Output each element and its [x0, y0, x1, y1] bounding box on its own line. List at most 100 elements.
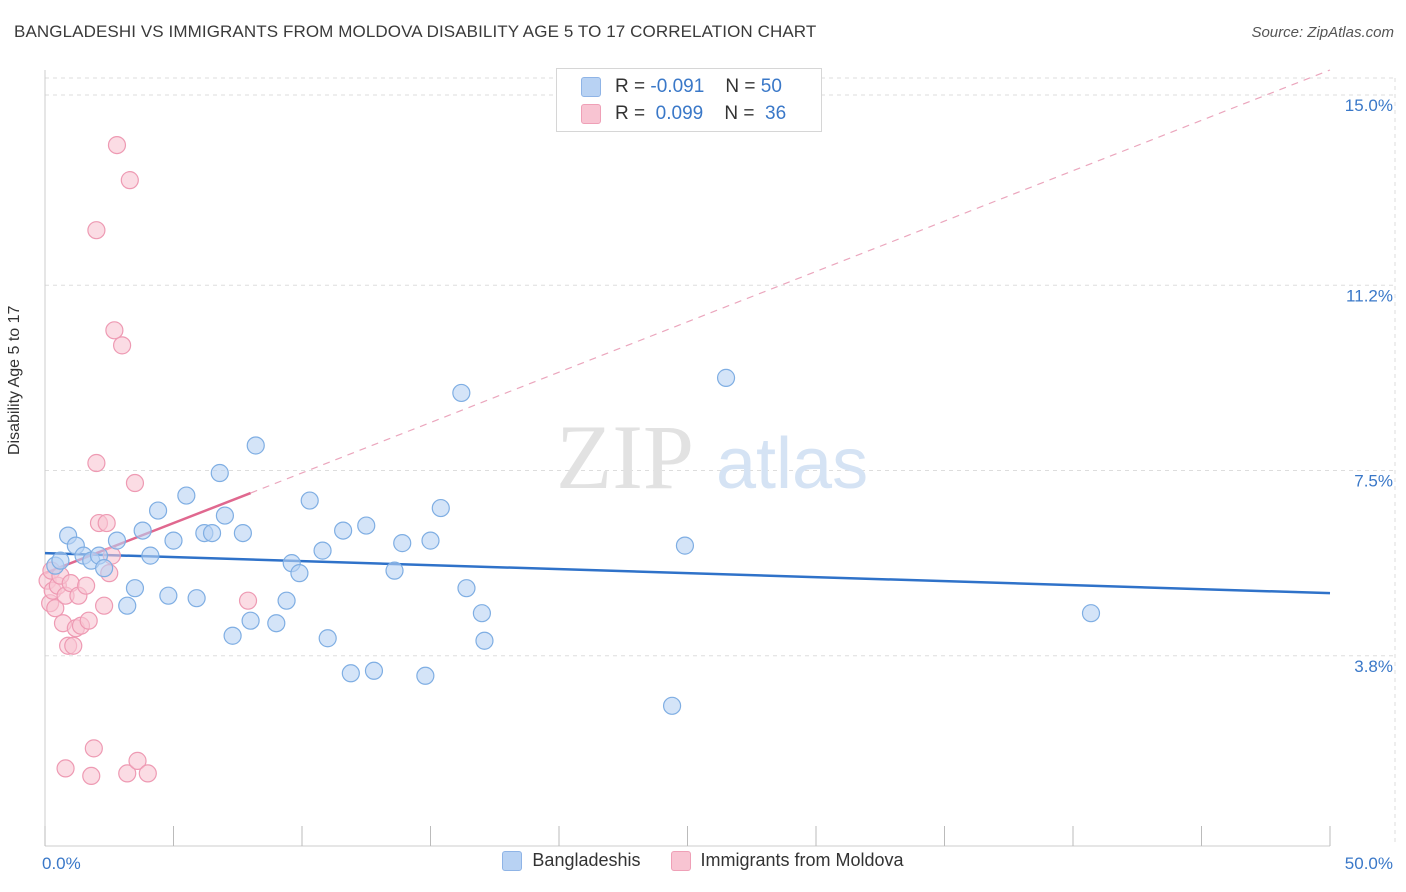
point-moldova [87, 221, 106, 240]
point-moldova [125, 473, 145, 493]
stats-text-bangladeshis: R = -0.091 N = 50 [615, 76, 782, 98]
watermark-zip: ZIP [556, 406, 694, 508]
x-tick-label-min: 0.0% [42, 854, 81, 873]
y-tick-label: 7.5% [1354, 472, 1393, 491]
point-bangladeshi [313, 541, 332, 560]
point-bangladeshi [233, 523, 252, 543]
tick-labels: 3.8% 7.5% 11.2% 15.0% 0.0% 50.0% [42, 96, 1393, 873]
trend-lines [44, 69, 1331, 595]
n-value: 36 [765, 103, 787, 124]
point-moldova [46, 599, 65, 618]
trend-line-bangladeshis [44, 551, 1331, 595]
r-label: R = [615, 76, 646, 97]
legend-label-bangladeshis: Bangladeshis [532, 850, 641, 870]
stats-swatch-pink [581, 104, 601, 124]
legend-label-moldova: Immigrants from Moldova [700, 850, 904, 870]
point-moldova [105, 321, 124, 340]
legend-swatch-pink [670, 850, 691, 871]
y-tick-label: 15.0% [1345, 96, 1393, 115]
point-moldova [138, 764, 157, 783]
r-value: 0.099 [655, 103, 704, 124]
point-bangladeshi [223, 626, 242, 645]
stats-text-moldova: R = 0.099 N = 36 [615, 103, 786, 125]
legend-item-bangladeshis[interactable]: Bangladeshis [502, 850, 641, 871]
point-moldova [79, 611, 98, 630]
point-bangladeshi [107, 531, 127, 550]
point-moldova [112, 336, 132, 355]
point-bangladeshi [125, 579, 145, 598]
point-bangladeshi [662, 696, 682, 715]
legend-swatch-blue [502, 850, 523, 871]
point-bangladeshi [187, 589, 206, 608]
point-moldova [128, 751, 147, 770]
point-bangladeshi [475, 631, 494, 650]
point-moldova [120, 171, 139, 190]
point-moldova [97, 513, 116, 533]
series-legend: Bangladeshis Immigrants from Moldova [0, 850, 1406, 871]
point-bangladeshi [421, 531, 440, 550]
r-label: R = [615, 103, 646, 124]
point-bangladeshi [364, 661, 384, 680]
point-moldova [84, 739, 103, 758]
point-bangladeshi [215, 506, 234, 525]
point-moldova [82, 766, 101, 786]
point-bangladeshi [51, 551, 70, 570]
watermark: ZIP atlas [556, 406, 868, 508]
n-label: N = [725, 76, 756, 97]
point-bangladeshi [267, 614, 286, 633]
point-bangladeshi [133, 521, 152, 540]
point-bangladeshi [290, 564, 309, 583]
point-bangladeshi [164, 531, 183, 550]
point-moldova [118, 764, 137, 783]
legend-item-moldova[interactable]: Immigrants from Moldova [670, 850, 904, 871]
point-bangladeshi [334, 521, 353, 540]
point-moldova [77, 576, 96, 595]
y-tick-label: 3.8% [1354, 657, 1393, 676]
point-bangladeshi [472, 604, 491, 623]
x-tick-label-max: 50.0% [1345, 854, 1393, 873]
point-moldova [107, 135, 127, 155]
point-bangladeshi [393, 534, 412, 553]
point-bangladeshi [1081, 604, 1101, 623]
data-points [38, 135, 1101, 786]
point-bangladeshi [357, 516, 376, 535]
watermark-atlas: atlas [716, 424, 868, 504]
point-bangladeshi [431, 498, 450, 518]
point-bangladeshi [277, 591, 296, 610]
point-bangladeshi [341, 664, 360, 683]
axes [44, 70, 1331, 847]
y-tick-label: 11.2% [1346, 286, 1393, 305]
point-bangladeshi [118, 596, 137, 615]
point-bangladeshi [95, 559, 114, 578]
point-bangladeshi [202, 523, 222, 543]
point-moldova [64, 636, 83, 655]
point-bangladeshi [246, 436, 265, 455]
point-bangladeshi [210, 463, 229, 483]
point-bangladeshi [148, 501, 168, 520]
point-bangladeshi [457, 579, 476, 598]
point-bangladeshi [300, 491, 319, 510]
point-bangladeshi [452, 383, 471, 403]
point-bangladeshi [141, 546, 160, 565]
n-label: N = [724, 103, 755, 124]
point-bangladeshi [416, 666, 435, 685]
point-moldova [87, 453, 106, 473]
point-bangladeshi [177, 486, 196, 505]
r-value: -0.091 [650, 76, 705, 97]
point-bangladeshi [241, 611, 260, 630]
stats-legend: R = -0.091 N = 50 R = 0.099 N = 36 [556, 68, 822, 132]
point-bangladeshi [159, 586, 178, 605]
chart-title: BANGLADESHI VS IMMIGRANTS FROM MOLDOVA D… [14, 22, 817, 41]
point-moldova [238, 591, 258, 610]
point-bangladeshi [385, 561, 404, 580]
point-bangladeshi [318, 629, 337, 648]
point-bangladeshi [716, 368, 736, 387]
trend-extension-moldova [250, 69, 1331, 494]
point-moldova [56, 759, 75, 778]
stats-swatch-blue [581, 77, 601, 97]
point-bangladeshi [675, 536, 695, 555]
source-label: Source: ZipAtlas.com [1251, 24, 1394, 41]
n-value: 50 [760, 76, 782, 97]
point-moldova [95, 596, 114, 615]
